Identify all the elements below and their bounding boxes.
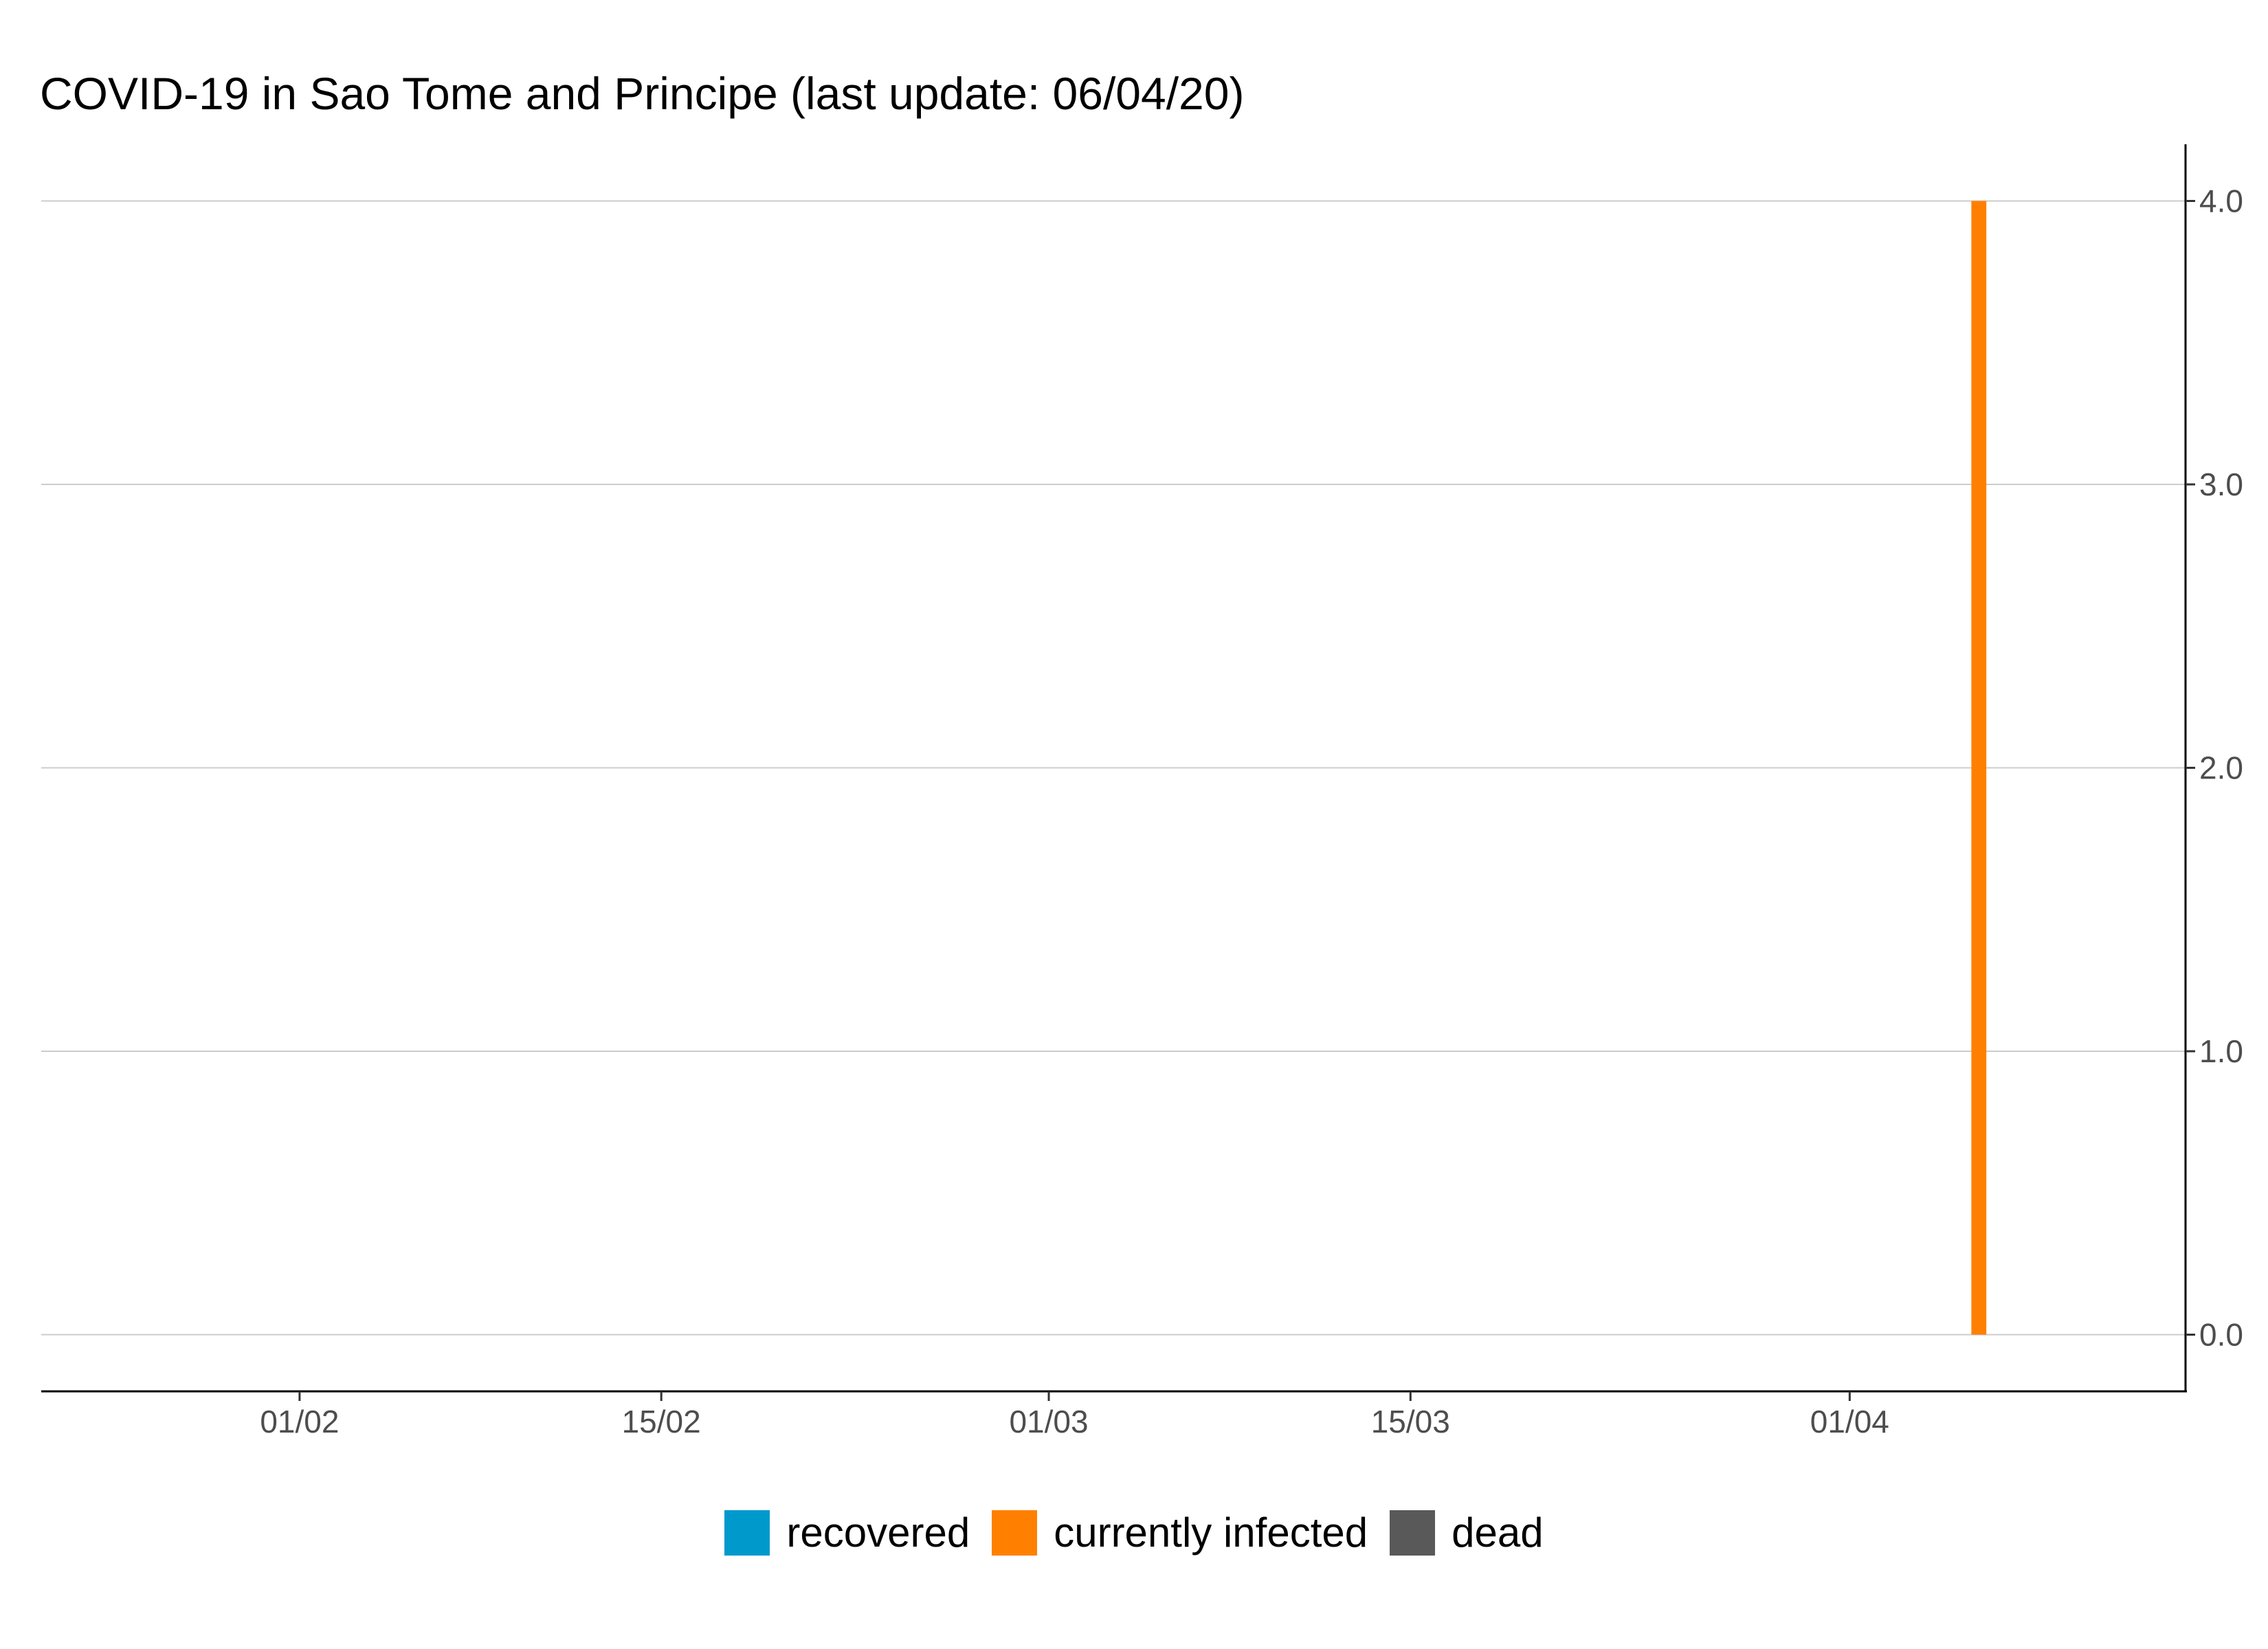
- legend-label-currently-infected: currently infected: [1054, 1510, 1368, 1556]
- x-tick-label-01/03: 01/03: [1009, 1404, 1088, 1439]
- x-tick-label-15/02: 15/02: [622, 1404, 701, 1439]
- y-tick-label-4.0: 4.0: [2199, 183, 2243, 219]
- x-tick-label-15/03: 15/03: [1371, 1404, 1450, 1439]
- legend-label-recovered: recovered: [786, 1510, 970, 1556]
- x-tick-label-01/02: 01/02: [260, 1404, 339, 1439]
- bar-currently-infected-2020-04-06: [1971, 201, 1987, 1335]
- bars: [1971, 201, 1987, 1335]
- axes: 0.0 1.0 2.0 3.0 4.0 01/02 15/02 01/03 15/03 01/04: [41, 144, 2243, 1439]
- legend-swatch-dead: [1390, 1510, 1436, 1556]
- legend: recovered currently infected dead: [0, 1509, 2268, 1556]
- y-tick-label-3.0: 3.0: [2199, 467, 2243, 502]
- legend-item-currently-infected: currently infected: [992, 1509, 1368, 1556]
- x-tick-label-01/04: 01/04: [1810, 1404, 1889, 1439]
- legend-item-recovered: recovered: [724, 1509, 970, 1556]
- chart-title: COVID-19 in Sao Tome and Principe (last …: [40, 68, 1245, 119]
- legend-swatch-currently-infected: [992, 1510, 1038, 1556]
- grid-lines: [41, 200, 2186, 1336]
- legend-item-dead: dead: [1390, 1509, 1544, 1556]
- y-tick-label-2.0: 2.0: [2199, 750, 2243, 786]
- y-tick-label-0.0: 0.0: [2199, 1317, 2243, 1353]
- y-tick-label-1.0: 1.0: [2199, 1033, 2243, 1069]
- legend-label-dead: dead: [1452, 1510, 1544, 1556]
- legend-swatch-recovered: [724, 1510, 770, 1556]
